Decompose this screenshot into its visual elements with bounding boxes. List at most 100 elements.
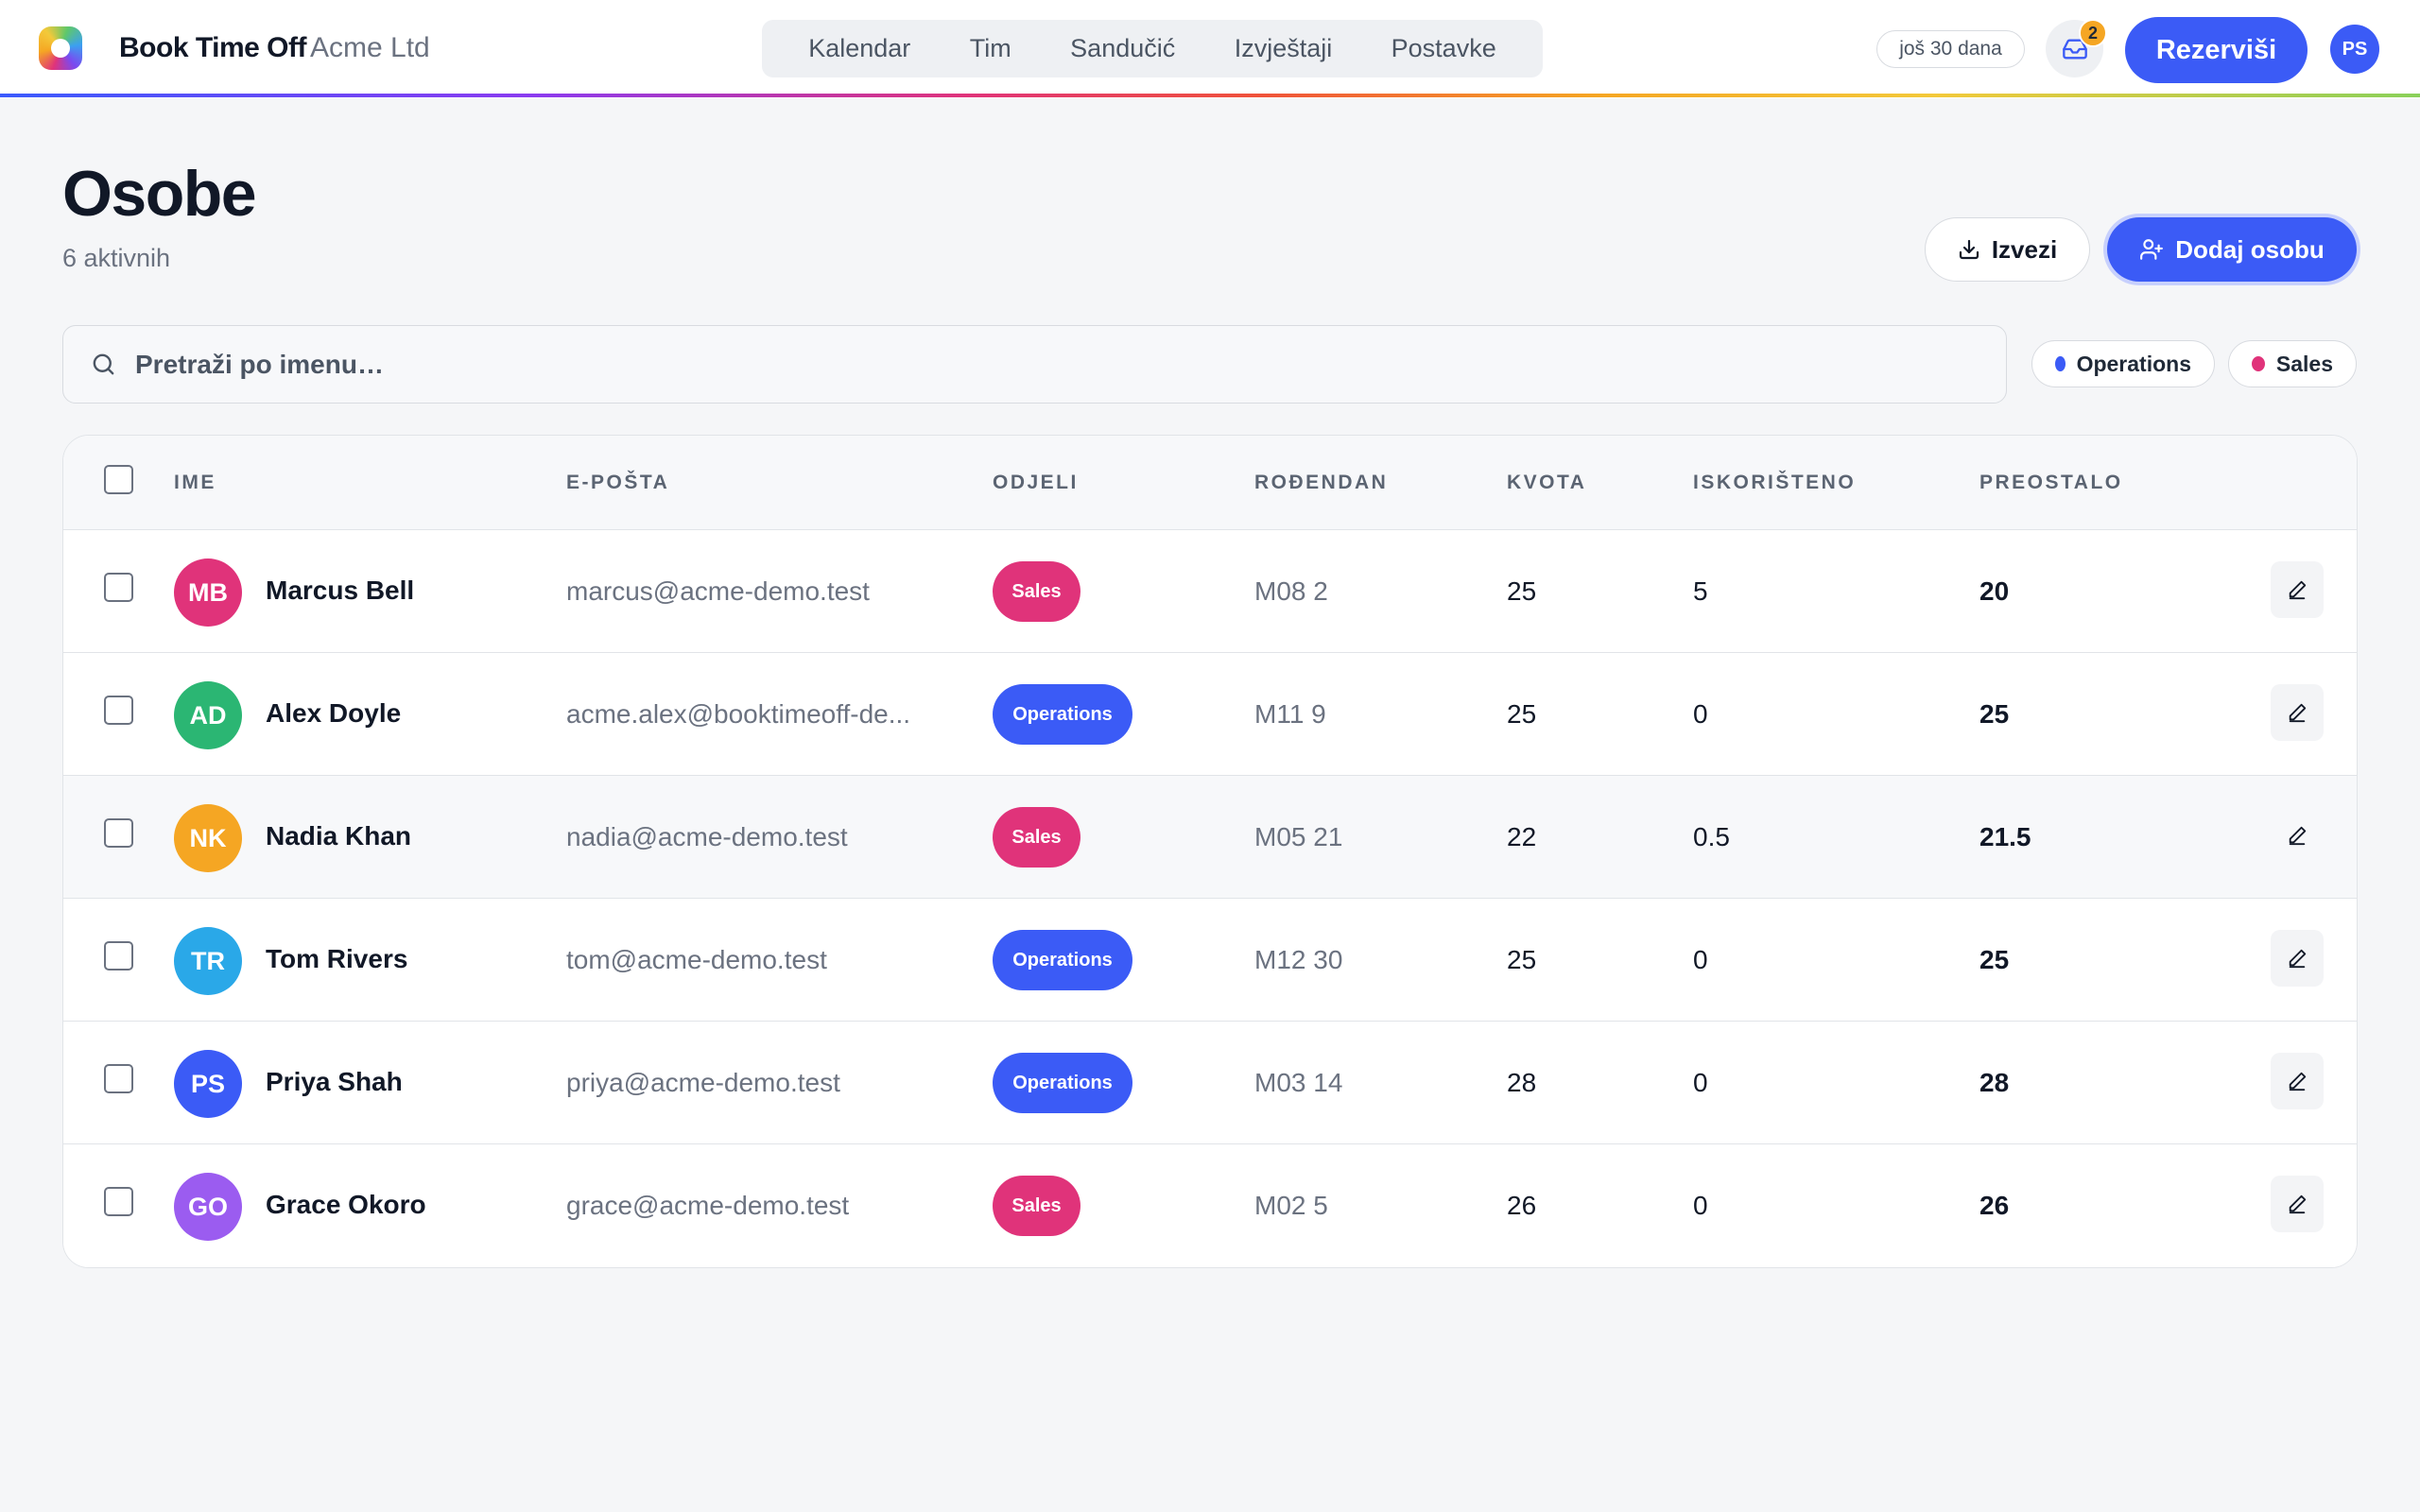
remaining: 20 (1979, 576, 2010, 606)
pencil-icon (2289, 703, 2307, 723)
column-header-remaining[interactable]: PREOSTALO (1979, 472, 2123, 493)
edit-button[interactable] (2271, 930, 2324, 987)
person-email: acme.alex@booktimeoff-de... (566, 699, 911, 729)
row-checkbox[interactable] (104, 941, 133, 971)
reserve-button[interactable]: Rezerviši (2125, 17, 2308, 83)
used: 0 (1693, 945, 1708, 974)
download-icon (1959, 239, 1979, 260)
nav-item-calendar[interactable]: Kalendar (808, 34, 911, 62)
remaining: 21.5 (1979, 822, 2031, 851)
page-title: Osobe (62, 158, 257, 230)
operations-color-dot (2055, 356, 2066, 371)
export-button[interactable]: Izvezi (1925, 217, 2090, 282)
user-plus-icon (2140, 239, 2164, 260)
row-checkbox[interactable] (104, 573, 133, 602)
active-count: 6 aktivnih (62, 244, 171, 272)
quota: 25 (1507, 699, 1537, 729)
department-badge: Operations (993, 1053, 1132, 1113)
table-row[interactable]: PS Priya Shah priya@acme-demo.test Opera… (63, 1022, 2357, 1144)
avatar: TR (174, 927, 242, 995)
add-person-button-label: Dodaj osobu (2175, 234, 2325, 264)
column-header-birthday[interactable]: ROĐENDAN (1254, 472, 1389, 493)
person-name[interactable]: Grace Okoro (266, 1190, 426, 1219)
export-button-label: Izvezi (1991, 234, 2058, 264)
table-row[interactable]: MB Marcus Bell marcus@acme-demo.test Sal… (63, 530, 2357, 653)
header-gradient-line (0, 94, 2420, 97)
search-icon (93, 353, 114, 375)
organization-name: Acme Ltd (310, 32, 430, 63)
quota: 22 (1507, 822, 1537, 851)
used: 0 (1693, 1191, 1708, 1220)
user-avatar[interactable]: PS (2330, 25, 2379, 74)
table-row[interactable]: GO Grace Okoro grace@acme-demo.test Sale… (63, 1144, 2357, 1267)
edit-button[interactable] (2271, 807, 2324, 864)
department-badge: Operations (993, 684, 1132, 745)
nav-item-settings[interactable]: Postavke (1391, 34, 1496, 62)
main-nav: Kalendar Tim Sandučić Izvještaji Postavk… (762, 20, 1543, 77)
person-name[interactable]: Nadia Khan (266, 821, 412, 850)
nav-item-inbox[interactable]: Sandučić (1070, 34, 1176, 62)
inbox-icon (2062, 39, 2087, 59)
column-header-email[interactable]: E-POŠTA (566, 472, 670, 493)
person-name[interactable]: Alex Doyle (266, 698, 402, 728)
pencil-icon (2289, 949, 2307, 969)
table-row[interactable]: TR Tom Rivers tom@acme-demo.test Operati… (63, 899, 2357, 1022)
avatar: GO (174, 1173, 242, 1241)
remaining: 28 (1979, 1068, 2010, 1097)
pencil-icon (2289, 1194, 2307, 1214)
quota: 28 (1507, 1068, 1537, 1097)
person-email: grace@acme-demo.test (566, 1191, 850, 1220)
pencil-icon (2289, 1072, 2307, 1091)
remaining: 25 (1979, 699, 2010, 729)
person-email: nadia@acme-demo.test (566, 822, 848, 851)
department-badge: Operations (993, 930, 1132, 990)
quota: 25 (1507, 576, 1537, 606)
birthday: M03 14 (1254, 1068, 1343, 1097)
avatar: MB (174, 558, 242, 627)
birthday: M05 21 (1254, 822, 1343, 851)
avatar: NK (174, 804, 242, 872)
birthday: M02 5 (1254, 1191, 1328, 1220)
logo-icon[interactable] (39, 26, 82, 70)
row-checkbox[interactable] (104, 1187, 133, 1216)
nav-item-reports[interactable]: Izvještaji (1234, 34, 1333, 62)
trial-days-badge[interactable]: još 30 dana (1876, 30, 2025, 68)
row-checkbox[interactable] (104, 696, 133, 725)
person-name[interactable]: Tom Rivers (266, 944, 408, 973)
inbox-count-badge: 2 (2079, 19, 2107, 47)
sales-color-dot (2252, 356, 2265, 371)
edit-button[interactable] (2271, 561, 2324, 618)
add-person-button[interactable]: Dodaj osobu (2107, 217, 2357, 282)
select-all-checkbox[interactable] (104, 465, 133, 494)
person-email: tom@acme-demo.test (566, 945, 827, 974)
column-header-name[interactable]: IME (174, 472, 216, 493)
avatar: PS (174, 1050, 242, 1118)
search-input[interactable] (135, 326, 1931, 403)
row-checkbox[interactable] (104, 818, 133, 848)
filter-chip-label: Operations (2076, 351, 2191, 376)
birthday: M12 30 (1254, 945, 1343, 974)
birthday: M11 9 (1254, 699, 1326, 729)
column-header-quota[interactable]: KVOTA (1507, 472, 1587, 493)
column-header-used[interactable]: ISKORIŠTENO (1693, 472, 1857, 493)
avatar: AD (174, 681, 242, 749)
person-name[interactable]: Priya Shah (266, 1067, 403, 1096)
remaining: 25 (1979, 945, 2010, 974)
person-name[interactable]: Marcus Bell (266, 576, 415, 605)
filter-chip-sales[interactable]: Sales (2228, 340, 2357, 387)
department-badge: Sales (993, 561, 1080, 622)
app-name[interactable]: Book Time Off (119, 32, 306, 63)
row-checkbox[interactable] (104, 1064, 133, 1093)
table-row[interactable]: NK Nadia Khan nadia@acme-demo.test Sales… (63, 776, 2357, 899)
edit-button[interactable] (2271, 1053, 2324, 1109)
filter-chip-operations[interactable]: Operations (2031, 340, 2215, 387)
nav-item-team[interactable]: Tim (969, 34, 1011, 62)
edit-button[interactable] (2271, 1176, 2324, 1232)
table-row[interactable]: AD Alex Doyle acme.alex@booktimeoff-de..… (63, 653, 2357, 776)
people-table: IME E-POŠTA ODJELI ROĐENDAN KVOTA ISKORI… (62, 435, 2358, 1268)
column-header-departments[interactable]: ODJELI (993, 472, 1079, 493)
department-badge: Sales (993, 1176, 1080, 1236)
quota: 25 (1507, 945, 1537, 974)
filter-chip-label: Sales (2275, 351, 2333, 376)
edit-button[interactable] (2271, 684, 2324, 741)
